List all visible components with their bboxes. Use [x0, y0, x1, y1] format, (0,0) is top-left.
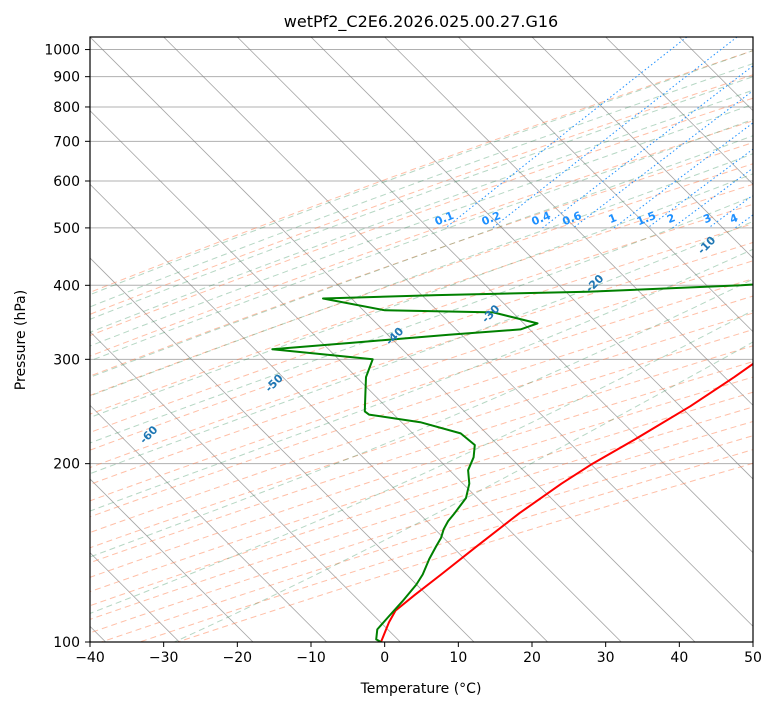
x-tick-label: 50 — [744, 650, 762, 666]
isotherm-line — [90, 110, 622, 642]
mixing-ratio-label: 1 — [607, 211, 619, 226]
x-tick-label: −10 — [296, 650, 326, 666]
moist-adiabat-line — [90, 76, 753, 320]
mixing-ratio-line — [492, 37, 738, 229]
plot-frame — [89, 36, 754, 643]
x-tick-label: −20 — [223, 650, 253, 666]
dry-adiabat-line — [90, 183, 753, 415]
isotherm-line — [90, 404, 327, 642]
x-tick-label: 0 — [380, 650, 389, 666]
isotherm-line — [163, 37, 753, 627]
dry-adiabat-line — [90, 97, 753, 337]
mixing-ratio-line — [572, 90, 753, 229]
y-tick-label: 800 — [53, 100, 80, 116]
y-tick-label: 300 — [53, 352, 80, 368]
x-tick-label: 40 — [670, 650, 688, 666]
moist-adiabat-line — [90, 63, 753, 308]
mixing-ratio-line — [672, 167, 753, 229]
y-tick-label: 900 — [53, 70, 80, 86]
x-tick-label: 30 — [597, 650, 615, 666]
x-tick-label: 10 — [449, 650, 467, 666]
y-tick-label: 200 — [53, 457, 80, 473]
y-axis-ticks: 100 200 300 400 500 600 700 800 900 1000 — [44, 43, 90, 651]
isotherm-line — [605, 37, 753, 185]
x-axis-ticks: −40 −30 −20 −10 0 10 20 30 40 50 — [75, 642, 762, 666]
dry-adiabat-line — [90, 391, 753, 607]
moist-adiabat-line — [90, 153, 753, 397]
y-tick-label: 400 — [53, 278, 80, 294]
isotherm-line — [90, 257, 475, 642]
dry-adiabat-line — [90, 163, 753, 396]
mixing-ratio-lines — [445, 37, 753, 229]
dry-adiabat-line — [90, 50, 753, 293]
dry-adiabat-line — [90, 278, 753, 502]
dry-adiabat-line — [90, 120, 753, 357]
chart-title: wetPf2_C2E6.2026.025.00.27.G16 — [284, 12, 558, 32]
y-tick-label: 500 — [53, 221, 80, 237]
moist-adiabat-line — [90, 118, 753, 362]
isotherm-line — [90, 331, 401, 642]
x-tick-label: −40 — [75, 650, 105, 666]
y-tick-label: 700 — [53, 134, 80, 150]
x-axis-label: Temperature (°C) — [360, 681, 482, 697]
isotherm-line — [90, 183, 548, 642]
mixing-ratio-label: 2 — [665, 211, 677, 226]
profile-lines — [271, 283, 753, 642]
y-tick-label: 100 — [53, 635, 80, 651]
temperature-line — [380, 362, 753, 642]
dry-adiabat-line — [90, 312, 753, 534]
dry-adiabat-lines — [90, 50, 753, 642]
moist-adiabat-line — [90, 278, 753, 558]
pressure-gridlines — [90, 49, 753, 642]
x-tick-label: −30 — [149, 650, 179, 666]
isotherm-line — [458, 37, 753, 333]
y-axis-label: Pressure (hPa) — [13, 290, 29, 390]
isotherm-line — [310, 37, 753, 480]
isotherm-line — [384, 37, 753, 406]
mixing-ratio-label: 3 — [701, 211, 713, 226]
x-tick-label: 20 — [523, 650, 541, 666]
dry-adiabat-line — [90, 142, 753, 377]
y-tick-label: 600 — [53, 174, 80, 190]
moist-adiabat-line — [90, 195, 753, 444]
dry-adiabat-line — [90, 329, 753, 549]
moist-adiabat-line — [90, 50, 753, 296]
dry-adiabat-line — [90, 223, 753, 451]
dry-adiabat-line — [90, 361, 753, 578]
dry-adiabat-line — [90, 74, 753, 315]
dry-adiabat-line — [90, 260, 753, 485]
moist-adiabat-line — [90, 173, 753, 419]
y-tick-label: 1000 — [44, 43, 80, 59]
isotherm-lines — [90, 37, 753, 642]
dewpoint-line — [271, 283, 753, 642]
moist-adiabat-line — [90, 89, 753, 333]
isotherm-line — [237, 37, 753, 554]
isotherm-line — [531, 37, 753, 259]
moist-adiabat-lines — [90, 50, 753, 642]
mixing-ratio-line — [542, 65, 753, 229]
